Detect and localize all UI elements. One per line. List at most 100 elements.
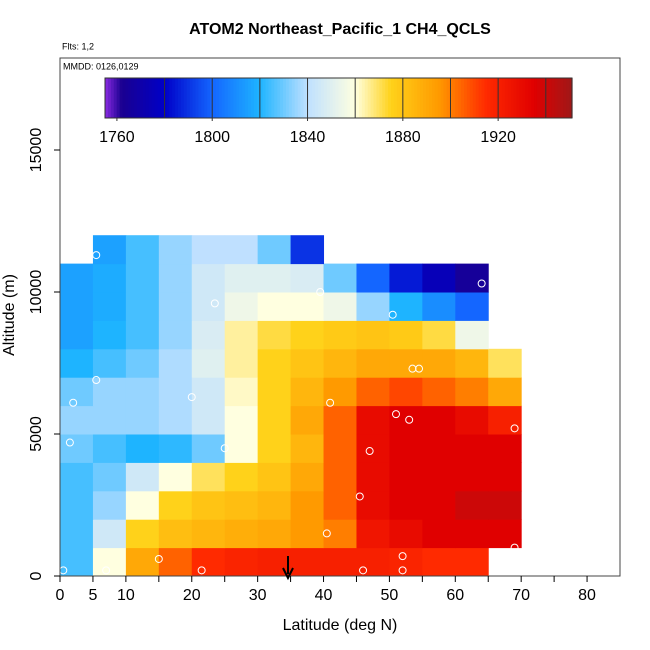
colorbar-swatch	[318, 78, 322, 118]
colorbar-swatch	[341, 78, 345, 118]
colorbar-swatch	[382, 78, 386, 118]
heat-cell	[257, 434, 292, 463]
sample-point	[187, 393, 196, 402]
heat-cell	[191, 547, 226, 577]
heat-cell	[257, 490, 292, 520]
colorbar-tick-label: 1760	[99, 129, 135, 146]
heat-cell	[158, 434, 193, 463]
sample-point	[510, 424, 519, 433]
colorbar-swatch	[528, 78, 532, 118]
heat-cell	[92, 434, 127, 463]
colorbar-swatch	[458, 78, 462, 118]
heat-cell	[125, 377, 160, 407]
colorbar-swatch	[233, 78, 237, 118]
colorbar-swatch	[426, 78, 430, 118]
colorbar-swatch	[411, 78, 415, 118]
heat-cell	[290, 405, 325, 435]
sample-point	[210, 299, 219, 308]
colorbar-swatch	[177, 78, 182, 118]
colorbar-swatch	[300, 78, 305, 118]
colorbar-swatch	[507, 78, 512, 118]
x-axis-label: Latitude (deg N)	[283, 617, 398, 634]
heat-cell	[125, 235, 160, 265]
heat-cell	[455, 434, 489, 463]
colorbar-swatch	[347, 78, 351, 118]
heat-cell	[60, 490, 94, 520]
colorbar-swatch	[569, 78, 573, 118]
colorbar-swatch	[221, 78, 226, 118]
colorbar-swatch	[519, 78, 523, 118]
colorbar-swatch	[536, 78, 541, 118]
colorbar-swatch	[268, 78, 272, 118]
colorbar-swatch	[469, 78, 474, 118]
heat-cell	[158, 405, 193, 435]
heat-cell	[290, 348, 325, 378]
colorbar-swatch	[513, 78, 518, 118]
sample-point	[65, 438, 74, 447]
heat-cell	[60, 462, 94, 492]
heat-cell	[422, 434, 456, 463]
heat-cell	[191, 320, 226, 350]
colorbar-swatch	[201, 78, 205, 118]
colorbar-swatch	[131, 78, 135, 118]
heat-cell	[60, 405, 94, 435]
colorbar-swatch	[420, 78, 424, 118]
heat-cell	[290, 462, 325, 492]
heat-cell	[356, 263, 390, 293]
heat-cell	[455, 405, 489, 435]
sample-point	[154, 554, 163, 563]
heat-cell	[92, 292, 127, 321]
sample-point	[415, 364, 424, 373]
colorbar-swatch	[248, 78, 252, 118]
colorbar-swatch	[356, 78, 360, 118]
colorbar-swatch	[449, 78, 453, 118]
heat-cell	[488, 462, 522, 492]
heat-cell	[224, 320, 259, 350]
heat-cell	[488, 490, 522, 520]
colorbar-swatch	[376, 78, 380, 118]
heat-cell	[257, 235, 292, 265]
heat-cell	[422, 263, 456, 293]
colorbar-swatch	[542, 78, 547, 118]
heat-cell	[158, 235, 193, 265]
colorbar-swatch	[522, 78, 526, 118]
sample-point	[92, 376, 101, 385]
heat-cell	[125, 405, 160, 435]
colorbar-swatch	[516, 78, 521, 118]
heat-cell	[125, 263, 160, 293]
heat-cell	[125, 547, 160, 577]
heat-cell	[224, 263, 259, 293]
heat-cell	[488, 405, 522, 435]
colorbar-swatch	[315, 78, 319, 118]
heat-cell	[191, 405, 226, 435]
heat-cell	[257, 519, 292, 549]
heat-cell	[323, 405, 357, 435]
heat-cell	[191, 235, 226, 265]
colorbar-swatch	[145, 78, 150, 118]
heat-cell	[158, 490, 193, 520]
heat-cell	[60, 320, 94, 350]
colorbar: 1760 1800 1840 1880 1920	[99, 77, 573, 146]
colorbar-swatch	[434, 78, 439, 118]
heat-cell	[356, 377, 390, 407]
colorbar-swatch	[172, 78, 176, 118]
x-tick-label: 70	[512, 587, 530, 604]
colorbar-swatch	[475, 78, 480, 118]
heat-cell	[224, 235, 259, 265]
heat-cell	[125, 490, 160, 520]
colorbar-swatch	[107, 78, 112, 118]
colorbar-swatch	[224, 78, 229, 118]
colorbar-swatch	[364, 78, 369, 118]
colorbar-swatch	[455, 78, 459, 118]
heat-cell	[60, 547, 94, 577]
colorbar-swatch	[265, 78, 270, 118]
heat-cell	[290, 263, 325, 293]
sample-point	[326, 398, 335, 407]
x-tick-label: 30	[249, 587, 267, 604]
heat-cell	[125, 320, 160, 350]
colorbar-swatch	[350, 78, 354, 118]
heat-cell	[356, 547, 390, 577]
heat-cell	[488, 377, 522, 407]
sample-point	[388, 310, 397, 319]
colorbar-swatch	[125, 78, 129, 118]
